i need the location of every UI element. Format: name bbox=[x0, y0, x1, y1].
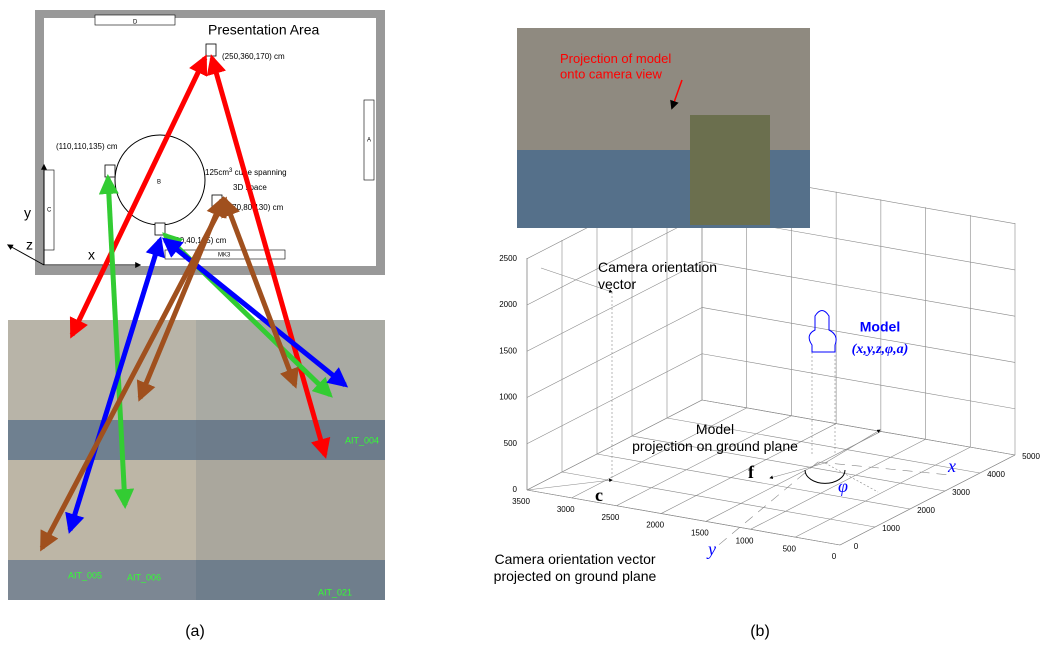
tick-label: 1500 bbox=[691, 529, 709, 538]
plot: 3500300025002000150010005000010002000300… bbox=[494, 168, 1041, 584]
arrow bbox=[825, 430, 880, 463]
tick-label: 5000 bbox=[1022, 452, 1040, 461]
tick-label: 2500 bbox=[602, 513, 620, 522]
tick-label: 500 bbox=[504, 439, 518, 448]
tick-label: 3500 bbox=[512, 497, 530, 506]
annotation: (x,y,z,φ,a) bbox=[852, 342, 909, 357]
tick-label: 1000 bbox=[736, 536, 754, 545]
tick-label: 0 bbox=[513, 485, 518, 494]
label: MK3 bbox=[218, 253, 231, 259]
tick-label: 0 bbox=[832, 552, 837, 561]
tick-label: 1000 bbox=[499, 393, 517, 402]
tick-label: 500 bbox=[783, 544, 797, 553]
svg-text:AIT_004: AIT_004 bbox=[345, 435, 379, 445]
axis-label: z bbox=[26, 237, 33, 253]
axis-label: x bbox=[88, 247, 95, 263]
axis-line bbox=[840, 455, 1015, 545]
svg-text:AIT_006: AIT_006 bbox=[127, 572, 161, 582]
annotation: x bbox=[947, 456, 956, 476]
annotation: Model bbox=[860, 319, 900, 335]
grid-line bbox=[702, 261, 1015, 316]
tick-label: 4000 bbox=[987, 470, 1005, 479]
tick-label: 3000 bbox=[557, 505, 575, 514]
tick-label: 0 bbox=[854, 542, 859, 551]
label: A bbox=[367, 138, 371, 144]
photo-person bbox=[690, 115, 770, 225]
tick-label: 2000 bbox=[917, 506, 935, 515]
label: B bbox=[157, 180, 161, 186]
tick-label: 2000 bbox=[646, 521, 664, 530]
caption: (b) bbox=[750, 623, 770, 640]
tick-label: 3000 bbox=[952, 488, 970, 497]
y-axis bbox=[715, 462, 818, 548]
tick-label: 1500 bbox=[499, 346, 517, 355]
label: (110,110,135) cm bbox=[56, 142, 118, 151]
grid-line bbox=[527, 307, 702, 397]
svg-text:AIT_005: AIT_005 bbox=[68, 570, 102, 580]
annotation: c bbox=[595, 485, 603, 505]
grid-line bbox=[527, 354, 702, 444]
tick-label: 1000 bbox=[882, 524, 900, 533]
annotation: φ bbox=[838, 476, 848, 496]
tick-label: 2000 bbox=[499, 300, 517, 309]
svg-text:AIT_021: AIT_021 bbox=[318, 587, 352, 597]
label: C bbox=[47, 208, 52, 214]
tick-label: 2500 bbox=[499, 254, 517, 263]
caption: (a) bbox=[185, 623, 205, 640]
grid-line bbox=[702, 354, 1015, 409]
label: (250,360,170) cm bbox=[222, 52, 285, 61]
model-outline bbox=[809, 311, 836, 353]
axis-line bbox=[527, 490, 840, 545]
label: D bbox=[133, 20, 138, 26]
figure: Presentation Area (250,360,170) cm (110,… bbox=[0, 0, 1043, 651]
annotation: y bbox=[706, 539, 716, 559]
photos bbox=[8, 320, 385, 600]
axis-label: y bbox=[24, 205, 31, 221]
annotation: f bbox=[748, 462, 755, 482]
area-title: Presentation Area bbox=[208, 22, 320, 38]
